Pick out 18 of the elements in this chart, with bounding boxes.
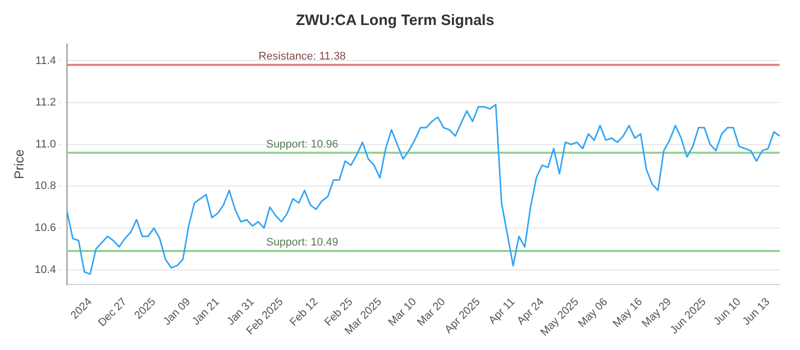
ref-line-label: Resistance: 11.38	[258, 50, 346, 62]
y-tick-label: 11.0	[35, 138, 56, 150]
y-tick-label: 11.2	[35, 96, 56, 109]
ref-line-label: Support: 10.49	[266, 236, 338, 249]
x-tick-label: Jan 21	[190, 296, 222, 328]
y-tick-label: 10.8	[34, 180, 56, 192]
x-tick-label: Jan 09	[161, 296, 193, 328]
x-tick-label: Jun 13	[740, 296, 772, 328]
x-tick-label: Apr 11	[486, 296, 518, 327]
x-tick-label: Dec 27	[96, 296, 130, 330]
ref-line-label: Support: 10.96	[266, 138, 338, 150]
y-tick-label: 10.6	[34, 222, 56, 234]
y-tick-label: 11.4	[35, 54, 56, 67]
y-tick-label: 10.4	[34, 264, 56, 276]
chart-title: ZWU:CA Long Term Signals	[296, 12, 494, 30]
x-tick-label: Jun 10	[712, 296, 744, 328]
x-tick-label: Feb 12	[288, 296, 320, 329]
y-axis-title: Price	[11, 149, 26, 180]
